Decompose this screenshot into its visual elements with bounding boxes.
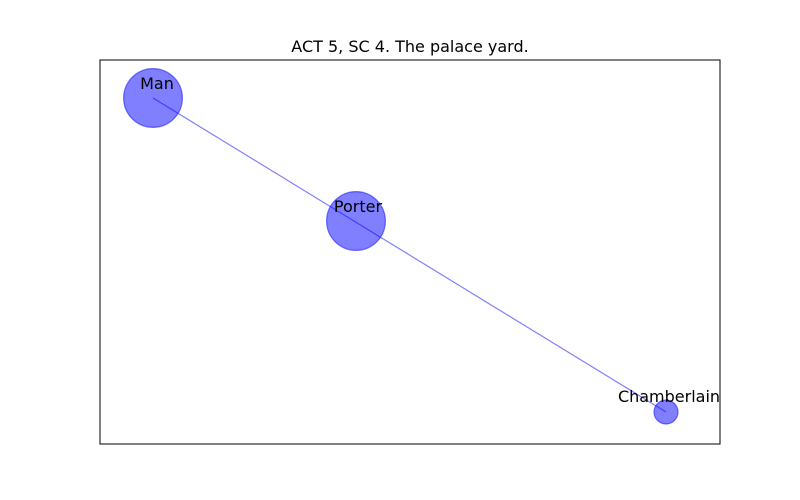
plot-frame bbox=[99, 59, 721, 445]
node-label-porter: Porter bbox=[334, 197, 383, 216]
labels-layer: Man Porter Chamberlain bbox=[140, 74, 720, 406]
node-man bbox=[122, 67, 183, 128]
node-label-chamberlain: Chamberlain bbox=[618, 387, 720, 406]
node-label-man: Man bbox=[140, 74, 174, 93]
node-chamberlain bbox=[653, 399, 679, 425]
edge-man-chamberlain bbox=[152, 97, 667, 413]
figure-title: ACT 5, SC 4. The palace yard. bbox=[291, 37, 528, 56]
nodes-layer bbox=[122, 67, 679, 425]
node-porter bbox=[326, 191, 387, 252]
edges-layer bbox=[152, 97, 667, 413]
